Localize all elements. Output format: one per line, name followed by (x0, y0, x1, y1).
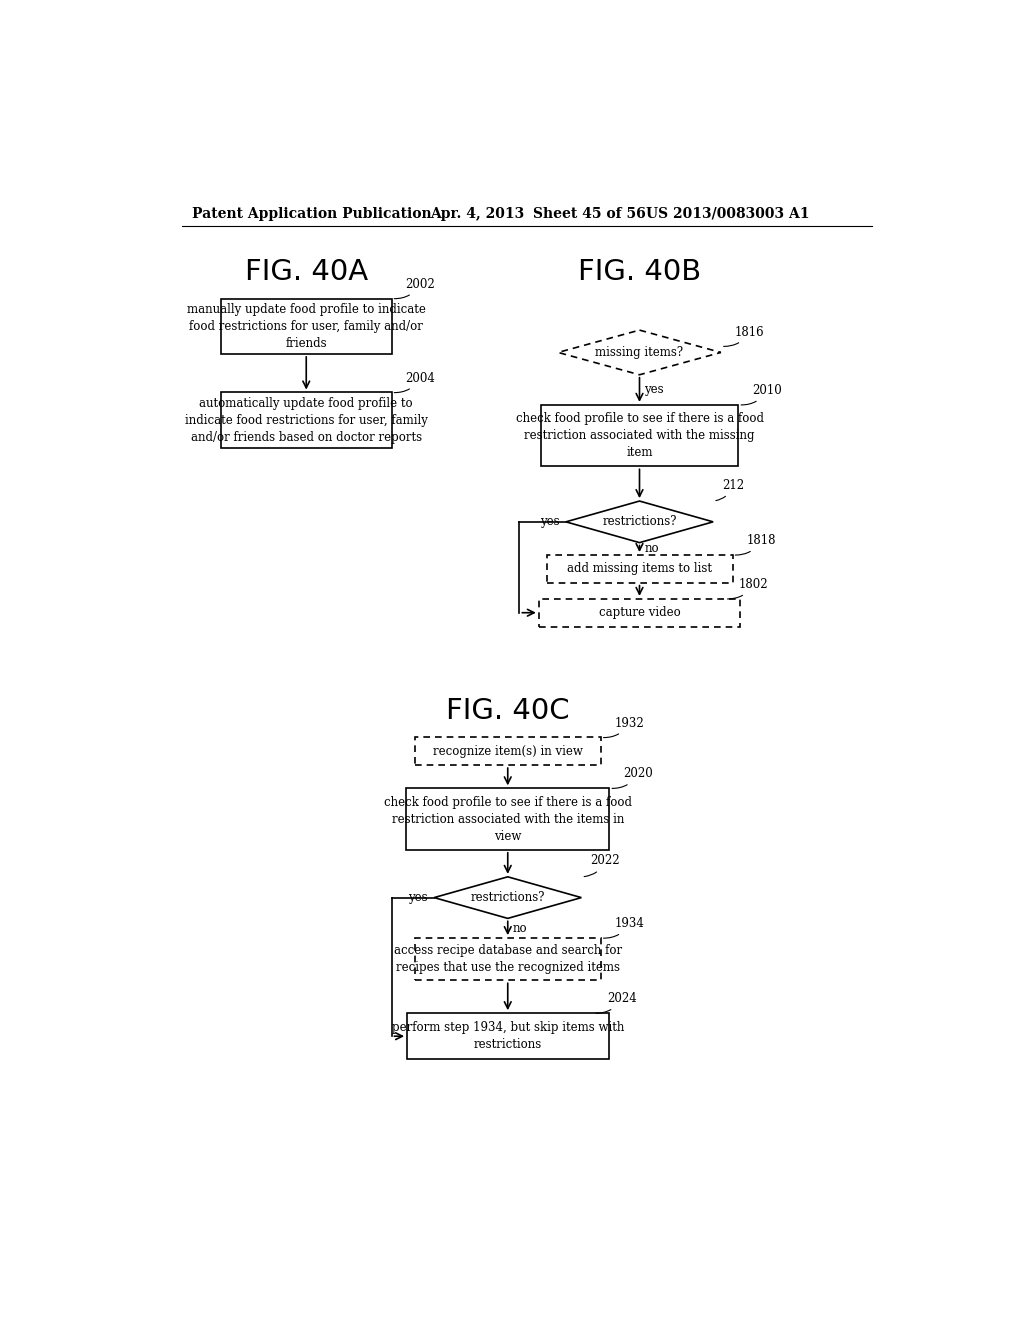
Text: yes: yes (409, 891, 428, 904)
Text: restrictions?: restrictions? (602, 515, 677, 528)
Text: yes: yes (644, 383, 664, 396)
Text: Apr. 4, 2013: Apr. 4, 2013 (430, 207, 524, 220)
Text: manually update food profile to indicate
food restrictions for user, family and/: manually update food profile to indicate… (186, 302, 426, 350)
Text: add missing items to list: add missing items to list (567, 562, 712, 576)
FancyBboxPatch shape (415, 939, 601, 981)
Text: 212: 212 (716, 479, 744, 500)
Text: FIG. 40A: FIG. 40A (245, 259, 368, 286)
FancyBboxPatch shape (547, 554, 732, 582)
Text: 2002: 2002 (394, 277, 435, 298)
Text: capture video: capture video (599, 606, 680, 619)
Text: recognize item(s) in view: recognize item(s) in view (433, 744, 583, 758)
Text: 1802: 1802 (727, 578, 768, 599)
Text: 2020: 2020 (612, 767, 653, 788)
Text: access recipe database and search for
recipes that use the recognized items: access recipe database and search for re… (393, 944, 622, 974)
Text: restrictions?: restrictions? (470, 891, 545, 904)
Polygon shape (566, 502, 713, 543)
FancyBboxPatch shape (407, 1014, 608, 1059)
Text: no: no (644, 543, 658, 556)
Polygon shape (434, 876, 582, 919)
FancyBboxPatch shape (539, 599, 740, 627)
Text: 1818: 1818 (735, 535, 776, 556)
FancyBboxPatch shape (415, 738, 601, 766)
Text: yes: yes (540, 515, 560, 528)
Text: Sheet 45 of 56: Sheet 45 of 56 (532, 207, 645, 220)
Text: 1932: 1932 (603, 717, 644, 738)
Polygon shape (558, 330, 721, 375)
Text: 2024: 2024 (596, 993, 637, 1014)
FancyBboxPatch shape (221, 298, 391, 354)
Text: check food profile to see if there is a food
restriction associated with the mis: check food profile to see if there is a … (515, 412, 764, 459)
Text: 1934: 1934 (603, 917, 644, 939)
Text: check food profile to see if there is a food
restriction associated with the ite: check food profile to see if there is a … (384, 796, 632, 842)
FancyBboxPatch shape (407, 788, 609, 850)
FancyBboxPatch shape (541, 405, 738, 466)
Text: 1816: 1816 (724, 326, 765, 346)
Text: missing items?: missing items? (595, 346, 684, 359)
Text: automatically update food profile to
indicate food restrictions for user, family: automatically update food profile to ind… (184, 397, 428, 444)
Text: perform step 1934, but skip items with
restrictions: perform step 1934, but skip items with r… (391, 1022, 624, 1051)
Text: Patent Application Publication: Patent Application Publication (193, 207, 432, 220)
Text: 2004: 2004 (394, 372, 435, 392)
Text: 2022: 2022 (584, 854, 621, 876)
Text: 2010: 2010 (741, 384, 782, 405)
FancyBboxPatch shape (221, 392, 391, 447)
Text: US 2013/0083003 A1: US 2013/0083003 A1 (646, 207, 809, 220)
Text: FIG. 40B: FIG. 40B (578, 259, 701, 286)
Text: FIG. 40C: FIG. 40C (445, 697, 569, 725)
Text: no: no (512, 921, 527, 935)
